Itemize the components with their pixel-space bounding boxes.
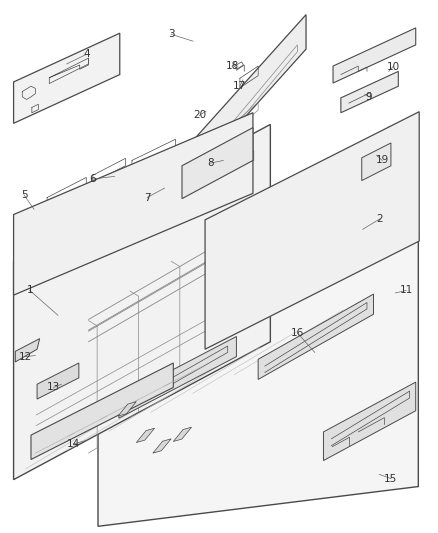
Text: 12: 12 [19, 352, 32, 361]
Text: 19: 19 [375, 156, 389, 165]
Polygon shape [333, 28, 416, 83]
Text: 6: 6 [89, 174, 96, 184]
Polygon shape [31, 363, 173, 459]
Text: 16: 16 [291, 328, 304, 338]
Text: 20: 20 [193, 110, 206, 120]
Polygon shape [341, 71, 398, 113]
Polygon shape [128, 14, 306, 247]
Text: 4: 4 [83, 50, 89, 59]
Polygon shape [14, 124, 270, 480]
Text: 13: 13 [47, 382, 60, 392]
Text: 14: 14 [67, 439, 80, 449]
Polygon shape [14, 33, 120, 123]
Polygon shape [119, 336, 237, 418]
Polygon shape [173, 427, 191, 441]
Text: 3: 3 [168, 29, 174, 39]
Polygon shape [136, 428, 155, 442]
Text: 9: 9 [366, 92, 372, 102]
Polygon shape [118, 402, 136, 416]
Polygon shape [205, 112, 419, 349]
Text: 2: 2 [377, 214, 383, 224]
Polygon shape [153, 439, 171, 453]
Text: 18: 18 [226, 61, 239, 71]
Polygon shape [323, 382, 416, 461]
Text: 17: 17 [233, 81, 247, 91]
Text: 10: 10 [386, 62, 399, 71]
Text: 11: 11 [399, 285, 413, 295]
Text: 15: 15 [384, 474, 398, 483]
Polygon shape [98, 228, 418, 526]
Text: 5: 5 [21, 190, 27, 200]
Text: 7: 7 [144, 192, 151, 203]
Text: 1: 1 [26, 285, 33, 295]
Text: 8: 8 [207, 158, 214, 168]
Polygon shape [362, 143, 391, 181]
Polygon shape [258, 294, 374, 379]
Polygon shape [37, 363, 79, 399]
Polygon shape [14, 113, 253, 295]
Polygon shape [182, 127, 253, 199]
Polygon shape [15, 338, 40, 362]
